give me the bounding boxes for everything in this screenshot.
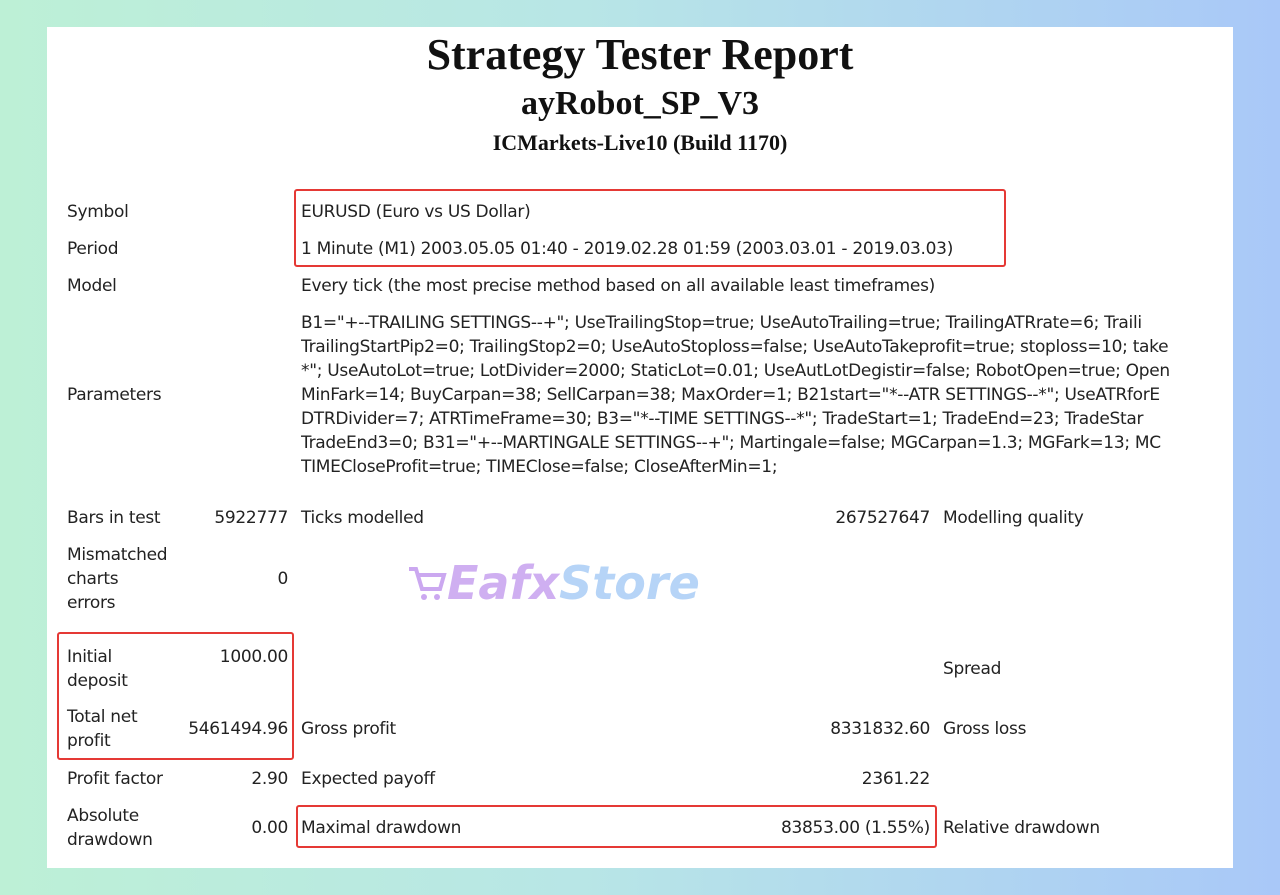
gross-profit-label: Gross profit <box>301 719 396 739</box>
watermark-text-a: Eafx <box>447 556 560 610</box>
period-label: Period <box>67 239 119 259</box>
bars-value: 5922777 <box>214 508 288 528</box>
ticks-value: 267527647 <box>835 508 930 528</box>
param-line: DTRDivider=7; ATRTimeFrame=30; B3="*--TI… <box>301 409 1144 429</box>
server-build: ICMarkets-Live10 (Build 1170) <box>492 130 788 155</box>
highlight-max-drawdown <box>296 805 937 848</box>
parameters-label: Parameters <box>67 385 162 405</box>
symbol-value: EURUSD (Euro vs US Dollar) <box>301 202 531 222</box>
mismatched-value: 0 <box>277 569 288 589</box>
highlight-symbol-period <box>294 189 1006 267</box>
report-panel: Strategy Tester Report ayRobot_SP_V3 ICM… <box>47 27 1233 868</box>
mismatched-label-2: charts <box>67 569 119 589</box>
mismatched-label: Mismatched <box>67 545 168 565</box>
expected-payoff-value: 2361.22 <box>861 769 931 789</box>
symbol-label: Symbol <box>67 202 129 222</box>
param-line: *"; UseAutoLot=true; LotDivider=2000; St… <box>301 361 1170 381</box>
gross-profit-value: 8331832.60 <box>830 719 930 739</box>
net-profit-value: 5461494.96 <box>188 719 288 739</box>
expected-payoff-label: Expected payoff <box>301 769 435 789</box>
profit-factor-value: 2.90 <box>251 769 288 789</box>
net-profit-label: Total net <box>67 707 138 727</box>
maximal-drawdown-label: Maximal drawdown <box>301 818 462 838</box>
model-label: Model <box>67 276 117 296</box>
relative-drawdown-label: Relative drawdown <box>943 818 1100 838</box>
mismatched-label-3: errors <box>67 593 116 613</box>
initial-deposit-label-2: deposit <box>67 671 128 691</box>
highlight-deposit-profit <box>57 632 294 760</box>
initial-deposit-label: Initial <box>67 647 112 667</box>
maximal-drawdown-value: 83853.00 (1.55%) <box>781 818 930 838</box>
ticks-label: Ticks modelled <box>301 508 424 528</box>
param-line: TIMECloseProfit=true; TIMEClose=false; C… <box>301 457 778 477</box>
watermark-logo: Eafx Store <box>407 555 700 611</box>
parameters-value: B1="+--TRAILING SETTINGS--+"; UseTrailin… <box>301 311 1233 479</box>
param-line: TrailingStartPip2=0; TrailingStop2=0; Us… <box>301 337 1169 357</box>
initial-deposit-value: 1000.00 <box>219 647 289 667</box>
param-line: MinFark=14; BuyCarpan=38; SellCarpan=38;… <box>301 385 1160 405</box>
report-title: Strategy Tester Report <box>426 30 854 79</box>
absolute-drawdown-label: Absolute <box>67 806 139 826</box>
absolute-drawdown-label-2: drawdown <box>67 830 153 850</box>
gross-loss-label: Gross loss <box>943 719 1027 739</box>
period-value: 1 Minute (M1) 2003.05.05 01:40 - 2019.02… <box>301 239 954 259</box>
profit-factor-label: Profit factor <box>67 769 163 789</box>
absolute-drawdown-value: 0.00 <box>251 818 288 838</box>
expert-name: ayRobot_SP_V3 <box>520 85 760 122</box>
model-value: Every tick (the most precise method base… <box>301 276 935 296</box>
quality-label: Modelling quality <box>943 508 1084 528</box>
spread-label: Spread <box>943 659 1002 679</box>
watermark-text-b: Store <box>559 556 700 610</box>
net-profit-label-2: profit <box>67 731 111 751</box>
param-line: B1="+--TRAILING SETTINGS--+"; UseTrailin… <box>301 313 1142 333</box>
param-line: TradeEnd3=0; B31="+--MARTINGALE SETTINGS… <box>301 433 1161 453</box>
cart-icon <box>409 567 447 600</box>
bars-label: Bars in test <box>67 508 161 528</box>
